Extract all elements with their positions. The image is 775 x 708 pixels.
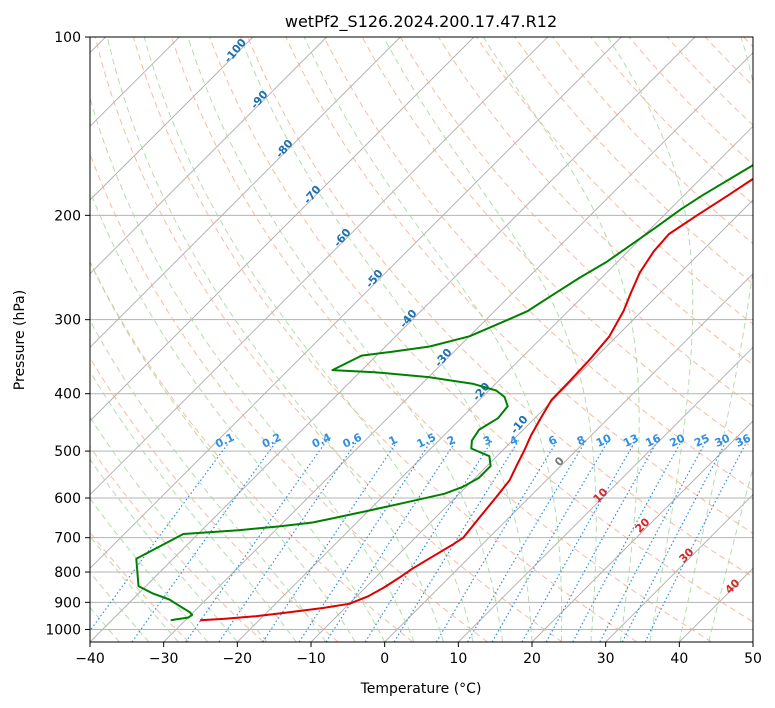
x-tick-label: −30 bbox=[149, 651, 179, 667]
axes: −40 −30 −20 −10 0 10 20 30 40 50 1000 900 800 700 600 5… bbox=[45, 30, 762, 667]
isotherm-line bbox=[90, 37, 328, 275]
y-tick-label: 600 bbox=[54, 491, 81, 507]
mixing-ratio-line bbox=[364, 440, 493, 642]
y-tick-label: 100 bbox=[54, 30, 81, 46]
dry-adiabat bbox=[476, 37, 753, 325]
y-tick-label: 500 bbox=[54, 444, 81, 460]
y-tick-label: 1000 bbox=[45, 622, 81, 638]
temperature-series bbox=[200, 177, 753, 622]
moist-adiabat bbox=[90, 189, 386, 642]
isotherm-line bbox=[90, 37, 401, 349]
isotherm-line bbox=[605, 493, 753, 642]
dry-adiabat bbox=[514, 37, 753, 285]
isotherm-line bbox=[384, 272, 753, 642]
reference-lines bbox=[90, 37, 753, 642]
moist-adiabat bbox=[90, 370, 297, 642]
y-tick-label: 300 bbox=[54, 313, 81, 329]
dry-adiabat bbox=[399, 37, 753, 407]
plot-area bbox=[90, 37, 753, 642]
mixing-ratio-line bbox=[298, 440, 432, 642]
x-tick-label: 20 bbox=[523, 651, 541, 667]
x-tick-label: 40 bbox=[670, 651, 688, 667]
moist-adiabat bbox=[90, 535, 179, 642]
dewpoint-series bbox=[135, 164, 753, 622]
mixing-ratio-line bbox=[393, 440, 520, 642]
x-tick-label: 30 bbox=[597, 651, 615, 667]
dry-adiabat bbox=[323, 37, 753, 491]
axes-frame bbox=[89, 36, 754, 643]
isotherm-line bbox=[90, 37, 475, 422]
mixing-ratio-line bbox=[325, 440, 457, 642]
plot-background bbox=[90, 37, 753, 642]
mixing-ratio-line bbox=[185, 440, 328, 642]
isotherm-line bbox=[90, 37, 254, 201]
isotherm-line bbox=[236, 125, 753, 642]
mixing-ratio-label: 10 bbox=[594, 431, 614, 449]
dry-adiabat bbox=[247, 37, 753, 578]
moist-adiabat bbox=[90, 416, 268, 642]
moist-adiabat bbox=[90, 458, 238, 642]
y-tick-label: 800 bbox=[54, 565, 81, 581]
mixing-ratio-label: 36 bbox=[733, 431, 753, 449]
mixing-ratio-label: 25 bbox=[692, 432, 711, 450]
mixing-ratio-label: 13 bbox=[621, 432, 640, 450]
isotherm-line bbox=[90, 37, 696, 642]
dry-adiabat bbox=[90, 446, 264, 642]
y-tick-label: 900 bbox=[54, 595, 81, 611]
mixing-ratio-label: 20 bbox=[668, 431, 688, 449]
mixing-ratio-label: 16 bbox=[643, 431, 663, 449]
moist-adiabat bbox=[90, 260, 356, 642]
x-axis-label: Temperature (°C) bbox=[360, 681, 482, 697]
dry-adiabat bbox=[628, 37, 753, 166]
moist-adiabat bbox=[239, 37, 533, 642]
dry-adiabat bbox=[361, 37, 753, 449]
isotherm-line bbox=[163, 51, 753, 642]
y-axis-label: Pressure (hPa) bbox=[12, 290, 28, 390]
isotherm-line bbox=[531, 420, 753, 642]
moist-adiabat bbox=[90, 319, 327, 642]
dry-adiabat bbox=[94, 37, 563, 642]
mixing-ratio-line bbox=[545, 440, 659, 642]
y-tick-label: 400 bbox=[54, 387, 81, 403]
isotherm-line bbox=[90, 37, 622, 570]
mixing-ratio-line bbox=[131, 440, 278, 642]
moist-adiabat bbox=[187, 37, 503, 642]
isotherm-line bbox=[752, 641, 753, 642]
dry-adiabat bbox=[209, 37, 753, 623]
y-tick-label: 200 bbox=[54, 208, 81, 224]
x-tick-label: −40 bbox=[75, 651, 105, 667]
moist-adiabat bbox=[106, 37, 445, 642]
isotherm-line bbox=[90, 37, 549, 496]
moist-adiabat bbox=[303, 37, 563, 642]
moist-adiabat bbox=[482, 37, 640, 642]
mixing-ratio-line bbox=[435, 440, 558, 642]
mixing-ratio-line bbox=[644, 440, 748, 642]
sounding-series bbox=[135, 164, 753, 622]
mixing-ratio-line bbox=[572, 440, 683, 642]
chart-title: wetPf2_S126.2024.200.17.47.R12 bbox=[285, 12, 557, 32]
dry-adiabat bbox=[132, 37, 638, 642]
moist-adiabat bbox=[383, 37, 597, 642]
moist-adiabat bbox=[678, 37, 753, 642]
moist-adiabat bbox=[708, 466, 753, 642]
y-tick-label: 700 bbox=[54, 531, 81, 547]
moist-adiabat bbox=[607, 37, 694, 642]
x-tick-label: 0 bbox=[380, 651, 389, 667]
x-tick-label: −10 bbox=[296, 651, 326, 667]
grid-lines bbox=[90, 37, 753, 642]
mixing-ratio-line bbox=[491, 440, 609, 642]
mixing-ratio-label: 30 bbox=[713, 431, 733, 449]
moist-adiabat bbox=[143, 37, 474, 642]
mixing-ratio-line bbox=[521, 440, 637, 642]
mixing-ratio-line bbox=[90, 440, 231, 632]
dry-adiabat bbox=[90, 260, 414, 642]
mixing-ratio-line bbox=[466, 440, 587, 642]
mixing-ratio-line bbox=[262, 440, 399, 642]
x-tick-label: 10 bbox=[449, 651, 467, 667]
moist-adiabat bbox=[90, 96, 415, 642]
x-tick-label: 50 bbox=[744, 651, 762, 667]
x-tick-label: −20 bbox=[223, 651, 253, 667]
